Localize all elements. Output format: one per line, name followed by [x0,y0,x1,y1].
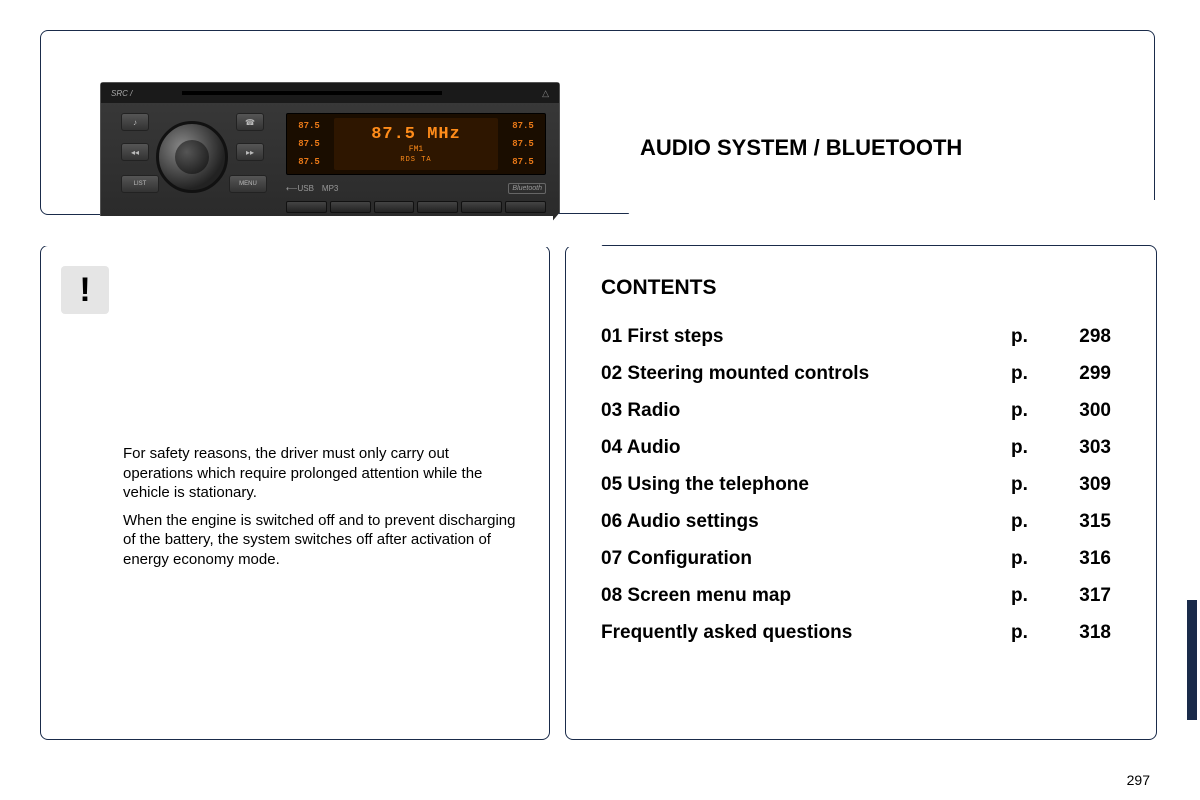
toc-label: 07 Configuration [601,548,752,570]
toc-p: p. [1011,585,1061,607]
contents-heading: CONTENTS [601,276,1111,300]
toc-label: 05 Using the telephone [601,474,809,496]
preset-btn [374,201,415,213]
radio-unit-illustration: SRC / △ ♪ ☎ ◂◂ ▸▸ LIST MENU 87.5 87.5 87… [100,82,560,222]
lcd-left-presets: 87.5 87.5 87.5 [287,114,331,174]
toc-p: p. [1011,622,1061,644]
frequency-display: 87.5 MHz [371,125,461,144]
toc-p: p. [1011,474,1061,496]
toc-label: Frequently asked questions [601,622,852,644]
preset-btn [461,201,502,213]
toc-row: 04 Audio p.303 [601,437,1111,459]
safety-text: For safety reasons, the driver must only… [61,444,529,569]
next-button: ▸▸ [236,143,264,161]
toc-page: 316 [1061,548,1111,570]
toc-row: Frequently asked questions p.318 [601,622,1111,644]
cd-slot [182,91,442,95]
radio-bottom-labels: ⟵USB MP3 Bluetooth [286,183,546,194]
rds-display: RDS TA [400,156,431,164]
toc-row: 08 Screen menu map p.317 [601,585,1111,607]
contents-panel: CONTENTS 01 First stepsp.29802 Steering … [565,245,1157,740]
preset-btn [505,201,546,213]
preset-btn [286,201,327,213]
page-number: 297 [1127,772,1150,788]
preset-r2: 87.5 [501,139,545,149]
preset-btn [330,201,371,213]
band-display: FM1 [409,145,423,154]
note-button: ♪ [121,113,149,131]
toc-label: 06 Audio settings [601,511,759,533]
toc-page: 303 [1061,437,1111,459]
preset-btn [417,201,458,213]
preset-l3: 87.5 [287,157,331,167]
toc-p: p. [1011,400,1061,422]
warning-panel: ! For safety reasons, the driver must on… [40,245,550,740]
side-tab-marker [1187,600,1197,720]
warning-icon: ! [61,266,109,314]
preset-r3: 87.5 [501,157,545,167]
toc-list: 01 First stepsp.29802 Steering mounted c… [601,326,1111,644]
toc-page: 318 [1061,622,1111,644]
manual-page: SRC / △ ♪ ☎ ◂◂ ▸▸ LIST MENU 87.5 87.5 87… [0,0,1200,800]
toc-page: 309 [1061,474,1111,496]
list-button: LIST [121,175,159,193]
toc-p: p. [1011,548,1061,570]
toc-row: 05 Using the telephone p.309 [601,474,1111,496]
toc-p: p. [1011,437,1061,459]
src-label: SRC / [111,89,132,98]
lcd-right-presets: 87.5 87.5 87.5 [501,114,545,174]
toc-label: 03 Radio [601,400,680,422]
toc-row: 03 Radio p.300 [601,400,1111,422]
prev-button: ◂◂ [121,143,149,161]
safety-p2: When the engine is switched off and to p… [61,511,529,570]
toc-row: 07 Configuration p.316 [601,548,1111,570]
preset-l1: 87.5 [287,121,331,131]
toc-page: 299 [1061,363,1111,385]
phone-button: ☎ [236,113,264,131]
toc-label: 02 Steering mounted controls [601,363,869,385]
radio-top-strip: SRC / △ [101,83,559,103]
divider-mask [40,216,553,246]
divider-mask [598,200,1155,230]
lcd-display: 87.5 87.5 87.5 87.5 MHz FM1 RDS TA 87.5 … [286,113,546,175]
eject-icon: △ [542,88,549,99]
safety-p1: For safety reasons, the driver must only… [61,444,529,503]
mp3-label: MP3 [322,184,338,193]
toc-label: 08 Screen menu map [601,585,791,607]
toc-p: p. [1011,511,1061,533]
toc-page: 315 [1061,511,1111,533]
toc-label: 04 Audio [601,437,681,459]
preset-l2: 87.5 [287,139,331,149]
toc-p: p. [1011,363,1061,385]
toc-page: 298 [1061,326,1111,348]
preset-r1: 87.5 [501,121,545,131]
toc-p: p. [1011,326,1061,348]
toc-row: 06 Audio settings p.315 [601,511,1111,533]
toc-page: 317 [1061,585,1111,607]
toc-label: 01 First steps [601,326,724,348]
preset-buttons-row [286,201,546,213]
bluetooth-label: Bluetooth [508,183,546,194]
usb-label: ⟵USB [286,184,314,193]
section-title: AUDIO SYSTEM / BLUETOOTH [640,135,962,161]
menu-button: MENU [229,175,267,193]
lcd-center: 87.5 MHz FM1 RDS TA [334,118,498,170]
toc-row: 02 Steering mounted controls p.299 [601,363,1111,385]
header-panel: SRC / △ ♪ ☎ ◂◂ ▸▸ LIST MENU 87.5 87.5 87… [40,30,1155,215]
toc-page: 300 [1061,400,1111,422]
toc-row: 01 First steps p.298 [601,326,1111,348]
volume-knob [156,121,228,193]
